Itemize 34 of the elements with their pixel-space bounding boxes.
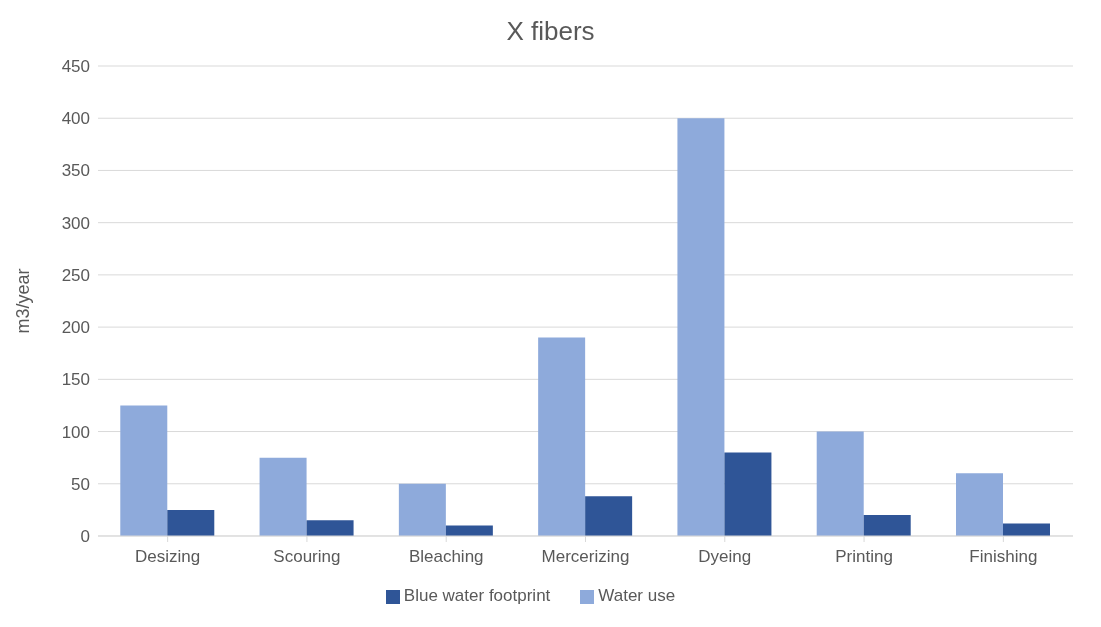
bar bbox=[724, 452, 772, 536]
chart-title: X fibers bbox=[505, 15, 596, 48]
y-tick-label: 150 bbox=[61, 370, 90, 390]
y-tick-label: 0 bbox=[80, 527, 90, 547]
bar bbox=[956, 473, 1003, 536]
x-tick-label: Desizing bbox=[135, 547, 201, 567]
legend-label: Blue water footprint bbox=[403, 586, 551, 605]
y-tick-label: 250 bbox=[61, 265, 90, 285]
bar bbox=[538, 337, 586, 536]
y-tick-label: 300 bbox=[61, 213, 90, 233]
x-tick-label: Dyeing bbox=[698, 547, 752, 567]
bar bbox=[816, 431, 864, 536]
y-tick-label: 200 bbox=[61, 318, 90, 338]
bar bbox=[863, 515, 911, 536]
x-tick-label: Finishing bbox=[969, 547, 1038, 567]
bar bbox=[585, 496, 633, 536]
y-tick-label: 50 bbox=[71, 474, 90, 494]
x-tick-label: Scouring bbox=[273, 547, 341, 567]
bar bbox=[1003, 523, 1050, 536]
y-tick-label: 400 bbox=[61, 109, 90, 129]
bar bbox=[677, 118, 725, 536]
x-tick-label: Printing bbox=[835, 547, 893, 567]
x-tick-label: Mercerizing bbox=[541, 547, 630, 567]
legend-label: Water use bbox=[598, 586, 676, 605]
y-tick-label: 450 bbox=[61, 57, 90, 77]
bar bbox=[398, 483, 446, 536]
bar bbox=[306, 520, 354, 536]
bar bbox=[167, 509, 215, 536]
y-axis-title: m3/year bbox=[13, 268, 34, 334]
x-tick-label: Bleaching bbox=[408, 547, 484, 567]
y-tick-label: 350 bbox=[61, 161, 90, 181]
bar bbox=[120, 405, 168, 536]
y-tick-label: 100 bbox=[61, 422, 90, 442]
bar bbox=[259, 457, 307, 536]
